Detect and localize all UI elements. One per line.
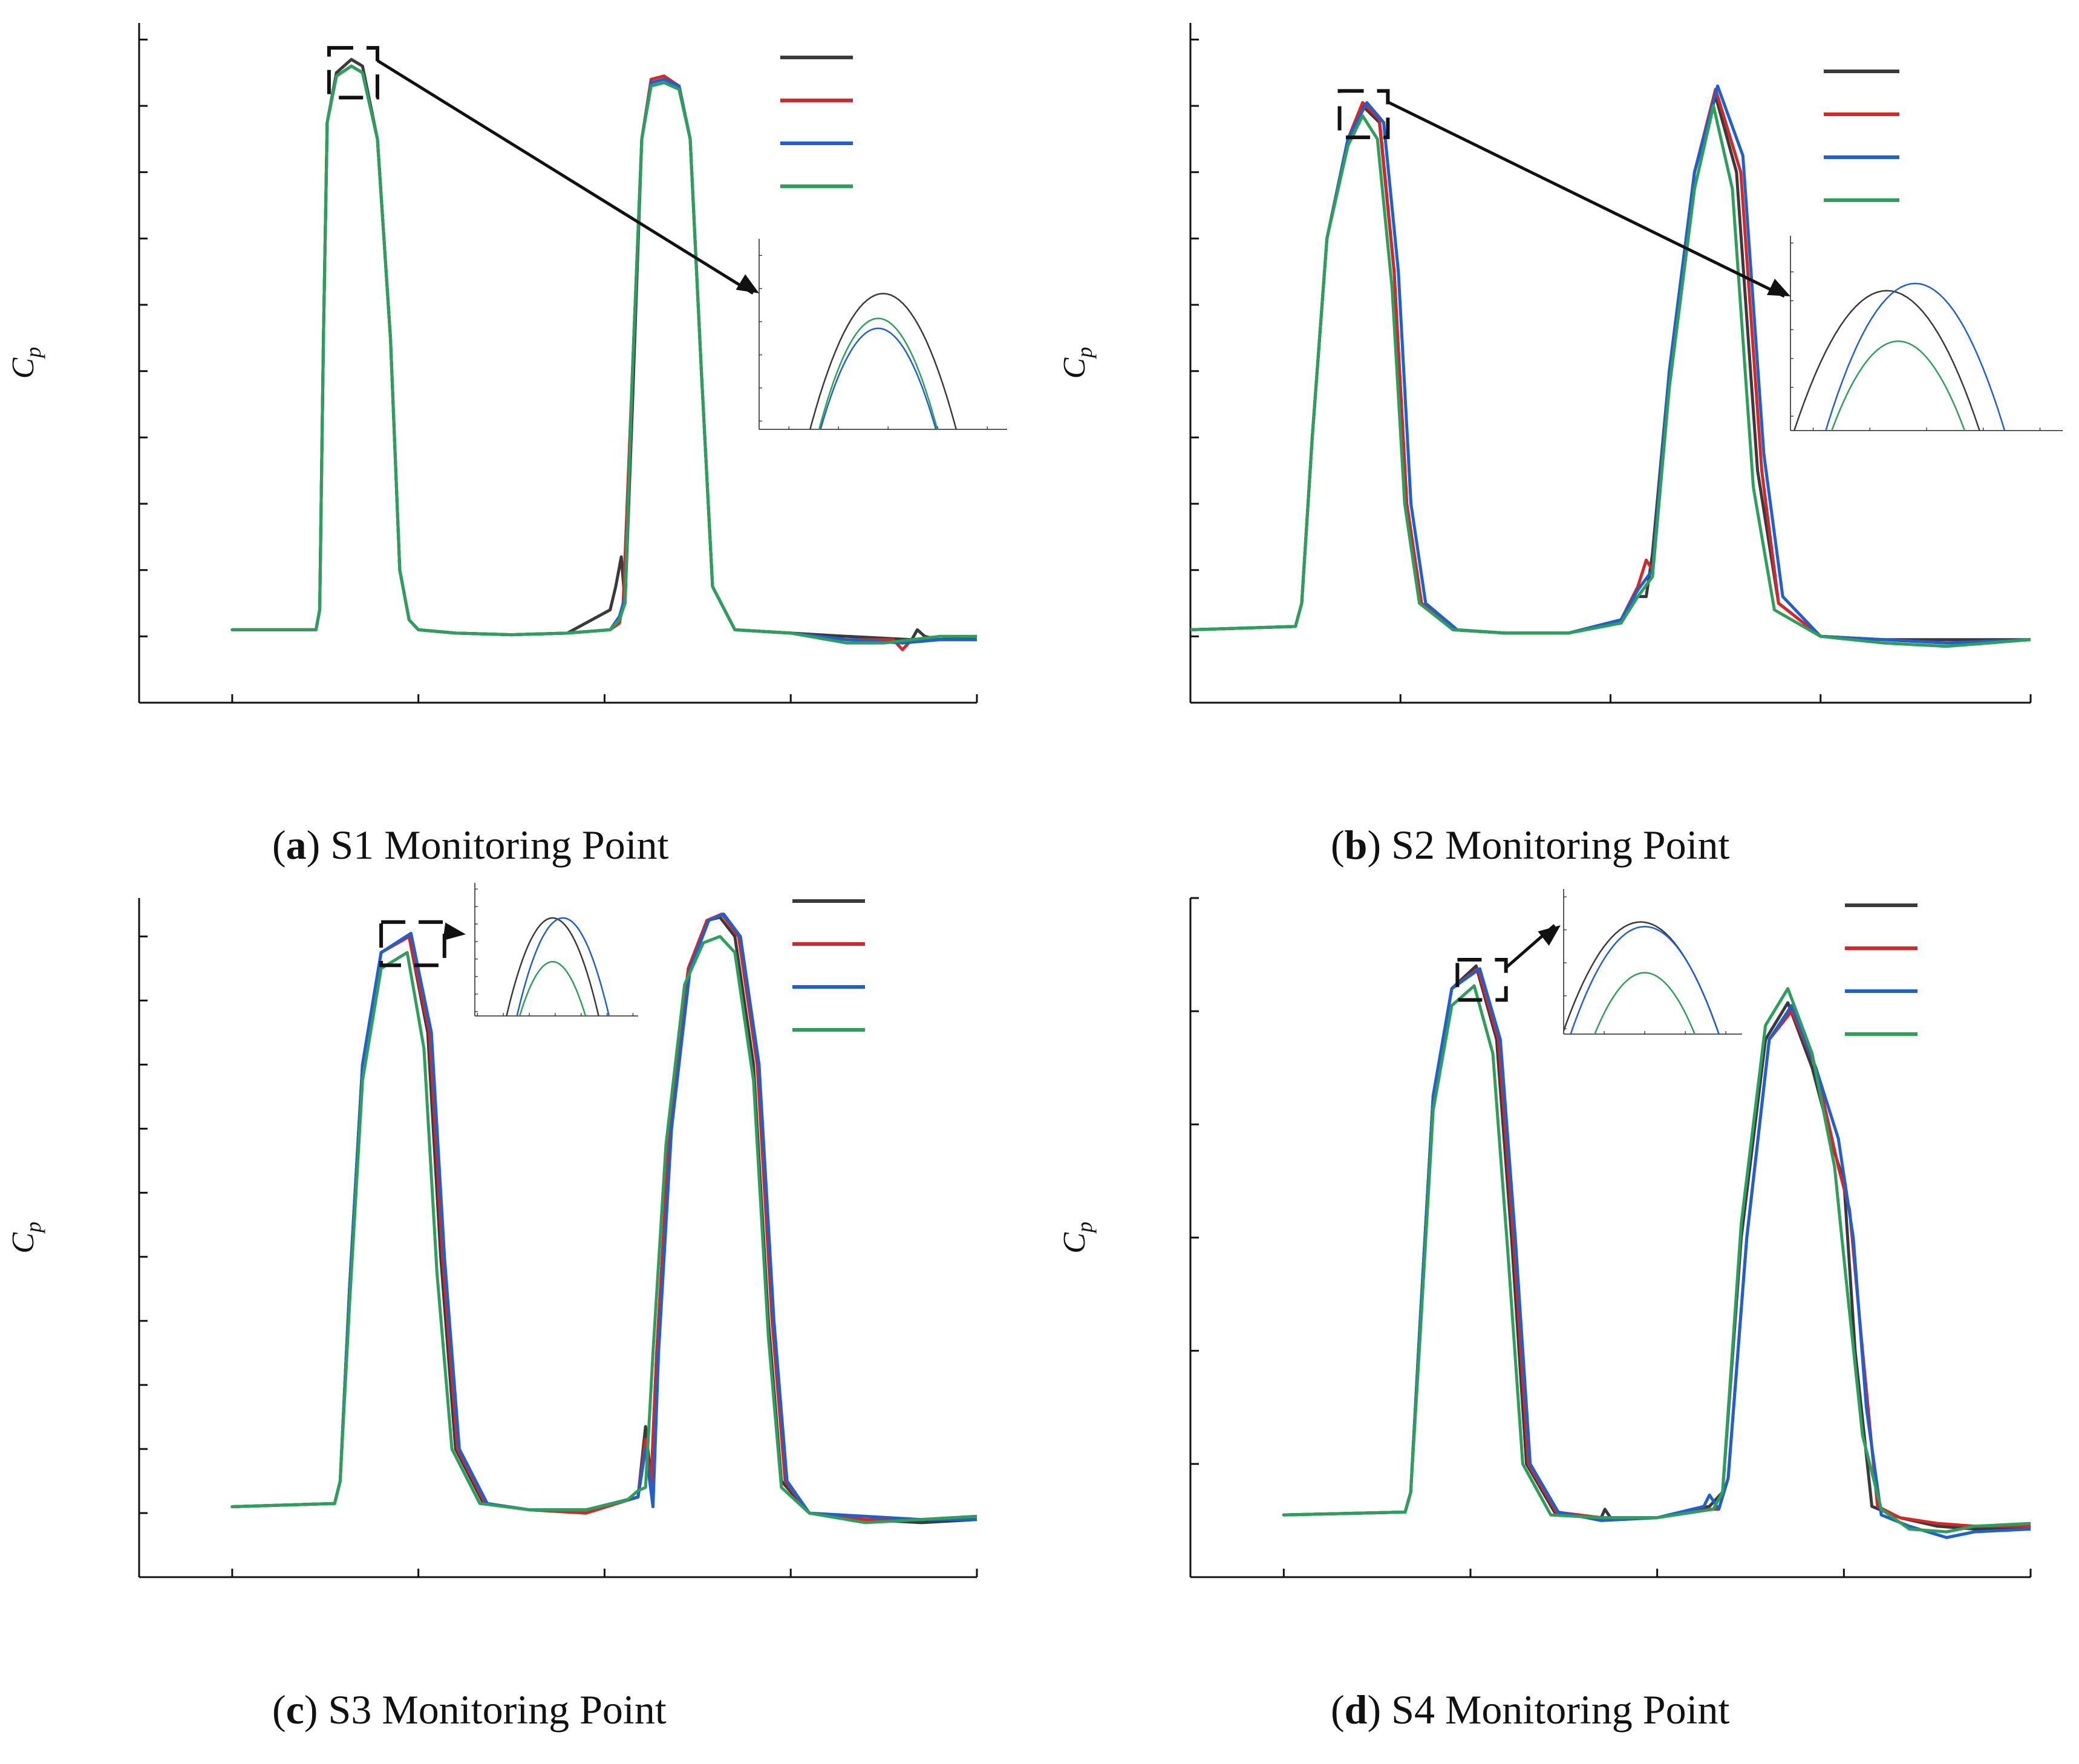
inset-series-line-0 (1564, 921, 1720, 1034)
inset-series-line-2 (1830, 340, 1966, 431)
caption-paren-open: ( (1331, 822, 1345, 868)
inset-series-line-1 (1825, 282, 2006, 431)
caption-paren-open: ( (272, 822, 286, 868)
y-axis-title-main: C (6, 1232, 41, 1254)
zoom-region-box (327, 46, 379, 100)
zoom-arrow-line (1387, 100, 1786, 298)
series-line-PYZ3 (230, 935, 977, 1525)
caption-letter: b (1345, 822, 1368, 868)
y-axis-title-main: C (6, 357, 41, 379)
caption-text: S2 Monitoring Point (1391, 822, 1729, 868)
caption-paren-close: ) (1367, 1687, 1391, 1733)
series-line-PYZ3 (1282, 984, 2031, 1534)
panel-caption: (b) S2 Monitoring Point (1331, 822, 1729, 868)
caption-paren-close: ) (307, 822, 331, 868)
y-axis-title: Cp (1057, 1222, 1097, 1254)
chart-a: Cp (a) S1 Monitoring Point (6, 23, 1007, 868)
inset-series-line-1 (1570, 925, 1720, 1034)
caption-text: S1 Monitoring Point (330, 822, 668, 868)
y-axis-title: Cp (1057, 347, 1097, 379)
zoom-arrow-head (443, 922, 466, 941)
inset-d (1563, 889, 1742, 1035)
inset-series-line-2 (518, 961, 587, 1016)
inset-series-line-2 (818, 317, 938, 429)
caption-paren-open: ( (1331, 1687, 1345, 1733)
y-axis-title-subscript: p (21, 347, 45, 360)
caption-letter: d (1345, 1687, 1368, 1733)
zoom-region-box (1337, 89, 1390, 140)
zoom-arrow-head (736, 274, 759, 293)
y-axis-title: Cp (6, 347, 45, 379)
panel-caption: (d) S4 Monitoring Point (1331, 1687, 1729, 1733)
inset-series-line-1 (820, 327, 937, 429)
caption-paren-close: ) (1367, 822, 1391, 868)
zoom-region-box (379, 920, 446, 968)
series-line-PY2 (230, 913, 977, 1522)
chart-b: Cp (b) S2 Monitoring Point (1057, 23, 2063, 868)
y-axis-title-main: C (1057, 357, 1092, 379)
caption-paren-close: ) (304, 1687, 328, 1733)
chart-d: Cp (d) S4 Monitoring Point (1057, 889, 2032, 1733)
zoom-arrow-head (1538, 925, 1561, 946)
series-line-PYZ3 (230, 64, 977, 645)
zoom-arrow-head (1767, 278, 1790, 296)
caption-letter: a (286, 822, 307, 868)
y-axis-title-subscript: p (1072, 1222, 1097, 1234)
y-axis-title-subscript: p (1072, 347, 1097, 360)
inset-a (759, 239, 1007, 430)
inset-background (759, 239, 1007, 429)
inset-series-line-0 (1793, 290, 1980, 431)
inset-series-line-2 (1594, 972, 1696, 1034)
inset-background (475, 883, 638, 1016)
caption-text: S4 Monitoring Point (1391, 1687, 1729, 1733)
inset-series-line-1 (516, 917, 610, 1016)
y-axis-title-subscript: p (21, 1222, 45, 1234)
panel-caption: (c) S3 Monitoring Point (272, 1687, 667, 1733)
inset-background (1790, 236, 2063, 431)
zoom-region-box (1455, 958, 1508, 1002)
inset-c (474, 883, 638, 1017)
caption-text: S3 Monitoring Point (328, 1687, 667, 1733)
panel-caption: (a) S1 Monitoring Point (272, 822, 669, 868)
zoom-arrow-line (376, 59, 754, 295)
y-axis-title-main: C (1057, 1232, 1092, 1254)
inset-b (1790, 236, 2063, 431)
series-line-PY2 (1282, 967, 2031, 1539)
inset-series-line-0 (809, 293, 958, 429)
caption-paren-open: ( (272, 1687, 286, 1733)
chart-c: Cp (c) S3 Monitoring Point (6, 883, 978, 1733)
inset-series-line-0 (506, 917, 599, 1016)
y-axis-title: Cp (6, 1222, 45, 1254)
caption-letter: c (286, 1687, 304, 1733)
inset-background (1564, 889, 1742, 1034)
series-line-PYZ3 (1190, 104, 2031, 648)
